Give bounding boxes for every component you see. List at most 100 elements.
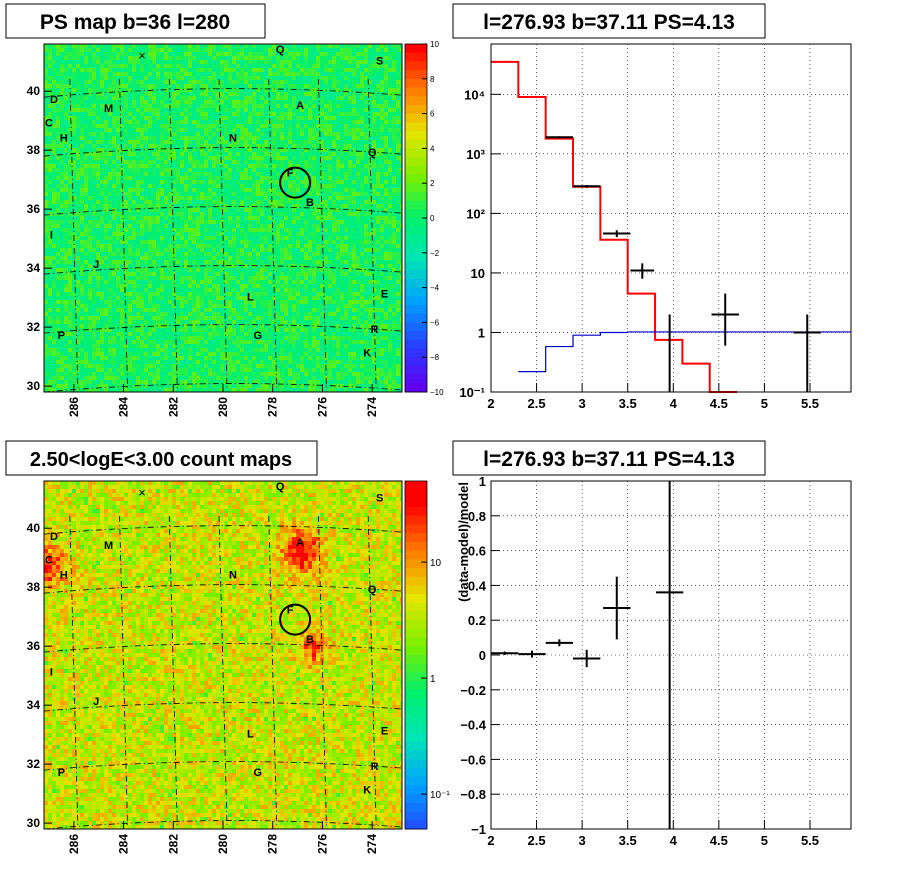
heatmap-cell bbox=[280, 88, 284, 92]
heatmap-cell bbox=[224, 60, 228, 64]
heatmap-cell bbox=[168, 72, 172, 76]
heatmap-cell bbox=[68, 144, 72, 148]
heatmap-cell bbox=[272, 148, 276, 152]
heatmap-cell bbox=[272, 176, 276, 180]
heatmap-cell bbox=[368, 244, 372, 248]
heatmap-cell bbox=[264, 220, 268, 224]
heatmap-cell bbox=[328, 108, 332, 112]
heatmap-cell bbox=[256, 100, 260, 104]
heatmap-cell bbox=[336, 260, 340, 264]
heatmap-cell bbox=[204, 64, 208, 68]
heatmap-cell bbox=[340, 180, 344, 184]
heatmap-cell bbox=[308, 44, 312, 48]
heatmap-cell bbox=[84, 176, 88, 180]
heatmap-cell bbox=[396, 144, 400, 148]
heatmap-cell bbox=[368, 204, 372, 208]
heatmap-cell bbox=[52, 140, 56, 144]
heatmap-cell bbox=[56, 236, 60, 240]
heatmap-cell bbox=[84, 196, 88, 200]
heatmap-cell bbox=[288, 216, 292, 220]
heatmap-cell bbox=[368, 124, 372, 128]
heatmap-cell bbox=[356, 80, 360, 84]
heatmap-cell bbox=[340, 44, 344, 48]
heatmap-cell bbox=[240, 92, 244, 96]
heatmap-cell bbox=[108, 144, 112, 148]
heatmap-cell bbox=[160, 76, 164, 80]
heatmap-cell bbox=[128, 256, 132, 260]
heatmap-cell bbox=[276, 140, 280, 144]
heatmap-cell bbox=[76, 108, 80, 112]
heatmap-cell bbox=[56, 240, 60, 244]
heatmap-cell bbox=[44, 48, 48, 52]
heatmap-cell bbox=[56, 124, 60, 128]
heatmap-cell bbox=[276, 100, 280, 104]
heatmap-cell bbox=[112, 176, 116, 180]
heatmap-cell bbox=[128, 176, 132, 180]
heatmap-cell bbox=[112, 168, 116, 172]
heatmap-cell bbox=[316, 220, 320, 224]
heatmap-cell bbox=[388, 240, 392, 244]
heatmap-cell bbox=[244, 52, 248, 56]
heatmap-cell bbox=[100, 256, 104, 260]
heatmap-cell bbox=[168, 260, 172, 264]
heatmap-cell bbox=[288, 212, 292, 216]
heatmap-cell bbox=[180, 168, 184, 172]
heatmap-cell bbox=[156, 244, 160, 248]
heatmap-cell bbox=[288, 168, 292, 172]
heatmap-cell bbox=[376, 88, 380, 92]
heatmap-cell bbox=[312, 152, 316, 156]
heatmap-cell bbox=[232, 244, 236, 248]
heatmap-cell bbox=[200, 84, 204, 88]
heatmap-cell bbox=[256, 140, 260, 144]
heatmap-cell bbox=[132, 192, 136, 196]
heatmap-cell bbox=[260, 80, 264, 84]
heatmap-cell bbox=[272, 220, 276, 224]
heatmap-cell bbox=[64, 172, 68, 176]
heatmap-cell bbox=[116, 180, 120, 184]
heatmap-cell bbox=[328, 196, 332, 200]
heatmap-cell bbox=[248, 192, 252, 196]
heatmap-cell bbox=[100, 168, 104, 172]
heatmap-cell bbox=[176, 224, 180, 228]
heatmap-cell bbox=[288, 260, 292, 264]
heatmap-cell bbox=[216, 228, 220, 232]
heatmap-cell bbox=[300, 88, 304, 92]
heatmap-cell bbox=[84, 116, 88, 120]
heatmap-cell bbox=[388, 252, 392, 256]
heatmap-cell bbox=[144, 228, 148, 232]
heatmap-cell bbox=[84, 124, 88, 128]
heatmap-cell bbox=[100, 212, 104, 216]
heatmap-cell bbox=[252, 256, 256, 260]
heatmap-cell bbox=[320, 132, 324, 136]
heatmap-cell bbox=[88, 132, 92, 136]
heatmap-cell bbox=[264, 184, 268, 188]
heatmap-cell bbox=[204, 152, 208, 156]
heatmap-cell bbox=[288, 116, 292, 120]
heatmap-cell bbox=[320, 92, 324, 96]
heatmap-cell bbox=[172, 200, 176, 204]
heatmap-cell bbox=[260, 232, 264, 236]
heatmap-cell bbox=[300, 260, 304, 264]
heatmap-cell bbox=[156, 120, 160, 124]
heatmap-cell bbox=[216, 100, 220, 104]
heatmap-cell bbox=[200, 72, 204, 76]
heatmap-cell bbox=[128, 72, 132, 76]
heatmap-cell bbox=[336, 212, 340, 216]
heatmap-cell bbox=[380, 192, 384, 196]
heatmap-cell bbox=[148, 176, 152, 180]
heatmap-cell bbox=[152, 160, 156, 164]
heatmap-cell bbox=[392, 220, 396, 224]
heatmap-cell bbox=[384, 108, 388, 112]
heatmap-cell bbox=[88, 44, 92, 48]
heatmap-cell bbox=[216, 72, 220, 76]
heatmap-cell bbox=[368, 140, 372, 144]
heatmap-cell bbox=[268, 128, 272, 132]
heatmap-cell bbox=[184, 172, 188, 176]
heatmap-cell bbox=[336, 180, 340, 184]
heatmap-cell bbox=[332, 100, 336, 104]
heatmap-cell bbox=[56, 164, 60, 168]
heatmap-cell bbox=[204, 120, 208, 124]
heatmap-cell bbox=[188, 76, 192, 80]
heatmap-cell bbox=[256, 244, 260, 248]
